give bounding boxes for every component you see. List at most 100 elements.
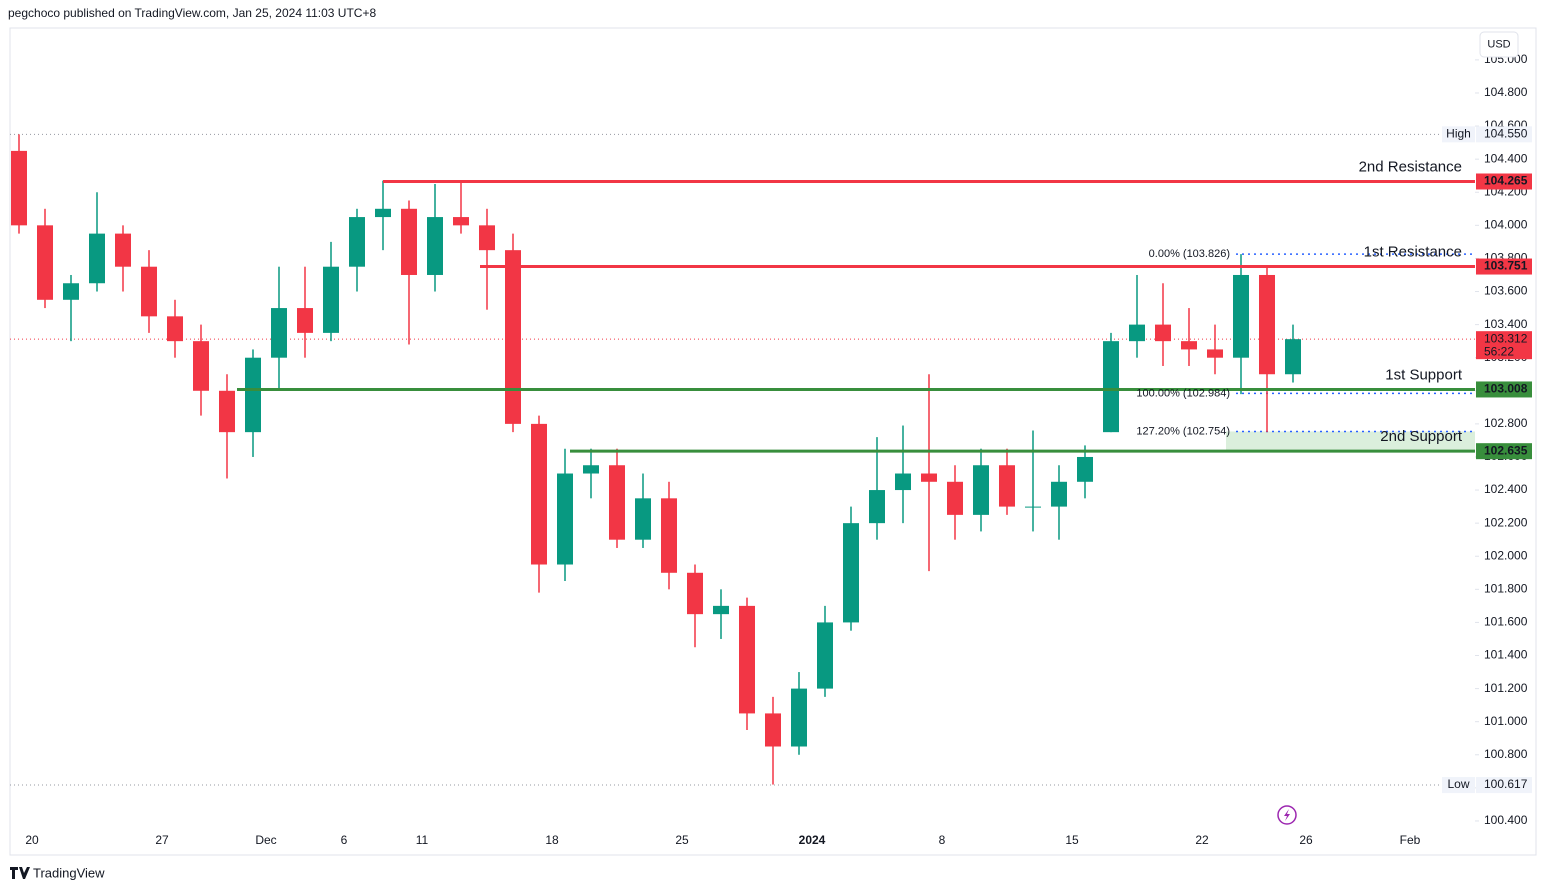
fib-label: 0.00% (103.826) (1149, 248, 1230, 260)
level-price-box (1476, 381, 1532, 398)
y-tick-label: 102.200 (1484, 515, 1528, 529)
low_marker-label: Low (1447, 777, 1469, 791)
candle-body (115, 233, 131, 267)
x-tick-label: 20 (25, 833, 39, 847)
candle-body (1051, 481, 1067, 507)
candle-body (89, 233, 105, 284)
header: pegchoco published on TradingView.com, J… (8, 6, 376, 20)
candle-body (349, 217, 365, 267)
y-tick-label: 103.400 (1484, 317, 1528, 331)
candle-body (817, 622, 833, 689)
candle-body (375, 208, 391, 218)
candle-body (193, 341, 209, 391)
low_marker-tag (1442, 777, 1475, 794)
x-tick-label: 26 (1299, 833, 1313, 847)
candle-body (427, 217, 443, 275)
fib-label: 127.20% (102.754) (1136, 425, 1230, 437)
candle-body (1077, 456, 1093, 482)
level-price-box (1476, 258, 1532, 275)
x-tick-label: Feb (1400, 833, 1421, 847)
x-tick-label: Dec (255, 833, 276, 847)
candle-body (947, 481, 963, 515)
candle-body (609, 465, 625, 540)
candle-body (557, 473, 573, 565)
candle-body (765, 713, 781, 747)
x-tick-label: 8 (939, 833, 946, 847)
candle-body (895, 473, 911, 491)
candle-body (1025, 506, 1041, 508)
level-name: 1st Support (1385, 366, 1463, 383)
x-tick-label: 22 (1195, 833, 1209, 847)
fib-label: 100.00% (102.984) (1136, 387, 1230, 399)
candle-body (791, 688, 807, 747)
y-tick-label: 102.000 (1484, 548, 1528, 562)
candle-body (973, 465, 989, 515)
candle-body (1285, 339, 1301, 375)
candle-body (531, 423, 547, 565)
countdown: 56:22 (1484, 344, 1514, 358)
candle-body (583, 465, 599, 474)
y-tick-label: 101.600 (1484, 615, 1528, 629)
candle-body (401, 208, 417, 275)
last-price-box (1476, 331, 1532, 360)
candle-body (1155, 324, 1171, 342)
low_marker-value-box (1476, 777, 1532, 794)
candle-body (1259, 274, 1275, 375)
candle-body (999, 465, 1015, 507)
frame (9, 27, 1537, 856)
fib-zone (1226, 431, 1475, 452)
high_marker-label: High (1446, 127, 1471, 141)
candle-body (635, 498, 651, 540)
currency: USD (1487, 38, 1510, 50)
level-name: 2nd Support (1380, 428, 1463, 445)
candle-body (37, 225, 53, 300)
y-tick-label: 100.400 (1484, 813, 1528, 827)
y-tick-label: 101.000 (1484, 714, 1528, 728)
high_marker-tag (1442, 126, 1475, 143)
level-price-box (1476, 443, 1532, 460)
candle-body (167, 316, 183, 342)
x-tick-label: 15 (1065, 833, 1079, 847)
alert-icon (1277, 805, 1297, 825)
y-tick-label: 101.200 (1484, 681, 1528, 695)
candle-body (1207, 349, 1223, 358)
x-tick-label: 6 (341, 833, 348, 847)
level-name: 2nd Resistance (1359, 158, 1462, 175)
candle-body (1103, 341, 1119, 433)
candle-body (661, 498, 677, 573)
candle-body (219, 390, 235, 433)
candle-body (921, 473, 937, 482)
last-price: 103.312 (1484, 331, 1528, 345)
candle-body (1181, 341, 1197, 350)
candle-body (479, 225, 495, 251)
level-price: 104.265 (1484, 174, 1528, 188)
candle-body (1129, 324, 1145, 342)
candle-body (63, 283, 79, 300)
y-tick-label: 102.400 (1484, 482, 1528, 496)
low_marker-value: 100.617 (1484, 777, 1528, 791)
level-price: 103.751 (1484, 259, 1528, 273)
high_marker-value: 104.550 (1484, 127, 1528, 141)
candle-body (297, 308, 313, 333)
candle-body (11, 150, 27, 226)
candle-body (869, 490, 885, 524)
candle-body (713, 605, 729, 615)
footer-logo: TradingView (10, 865, 105, 880)
high_marker-value-box (1476, 126, 1532, 143)
candle-body (843, 523, 859, 623)
y-tick-label: 103.600 (1484, 284, 1528, 298)
y-tick-label: 102.800 (1484, 416, 1528, 430)
x-tick-label: 27 (155, 833, 169, 847)
level-price: 102.635 (1484, 443, 1528, 457)
candle-body (453, 217, 469, 226)
candle-body (271, 308, 287, 358)
plot (10, 133, 1475, 786)
x-tick-label: 11 (416, 833, 429, 847)
level-price: 103.008 (1484, 382, 1528, 396)
candle-body (505, 250, 521, 424)
x-tick-label: 2024 (799, 833, 826, 847)
footer-brand: TradingView (33, 865, 105, 880)
candle-body (687, 572, 703, 615)
